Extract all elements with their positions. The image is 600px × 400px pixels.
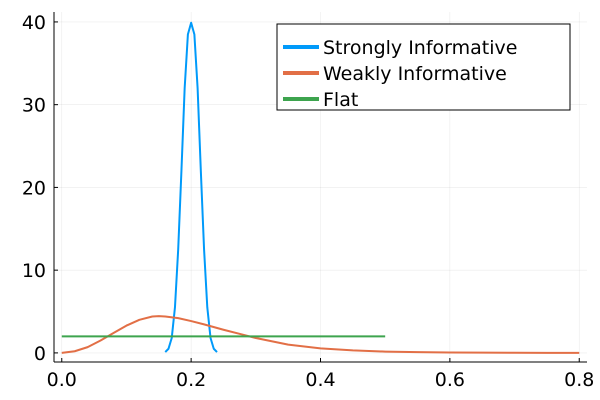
x-tick-label: 0.2 bbox=[176, 369, 206, 391]
x-tick-label: 0.6 bbox=[435, 369, 465, 391]
x-tick-label: 0.4 bbox=[305, 369, 335, 391]
series-lines bbox=[61, 21, 580, 354]
series-line-weakly-informative bbox=[61, 315, 580, 354]
legend-box bbox=[276, 23, 571, 111]
legend: Strongly Informative Weakly Informative Fl… bbox=[276, 23, 571, 111]
y-tick-label: 30 bbox=[22, 95, 46, 117]
y-tick-label: 20 bbox=[22, 177, 46, 199]
y-tick-label: 10 bbox=[22, 260, 46, 282]
legend-label: Flat bbox=[323, 89, 358, 111]
legend-label: Weakly Informative bbox=[323, 63, 507, 85]
axes bbox=[53, 12, 587, 363]
tick-labels: 0.0 0.2 0.4 0.6 0.8 0 10 20 30 40 bbox=[22, 12, 595, 391]
y-tick-label: 0 bbox=[34, 343, 46, 365]
y-tick-label: 40 bbox=[22, 12, 46, 34]
x-tick-label: 0.8 bbox=[564, 369, 594, 391]
legend-label: Strongly Informative bbox=[323, 37, 517, 59]
x-tick-label: 0.0 bbox=[47, 369, 77, 391]
